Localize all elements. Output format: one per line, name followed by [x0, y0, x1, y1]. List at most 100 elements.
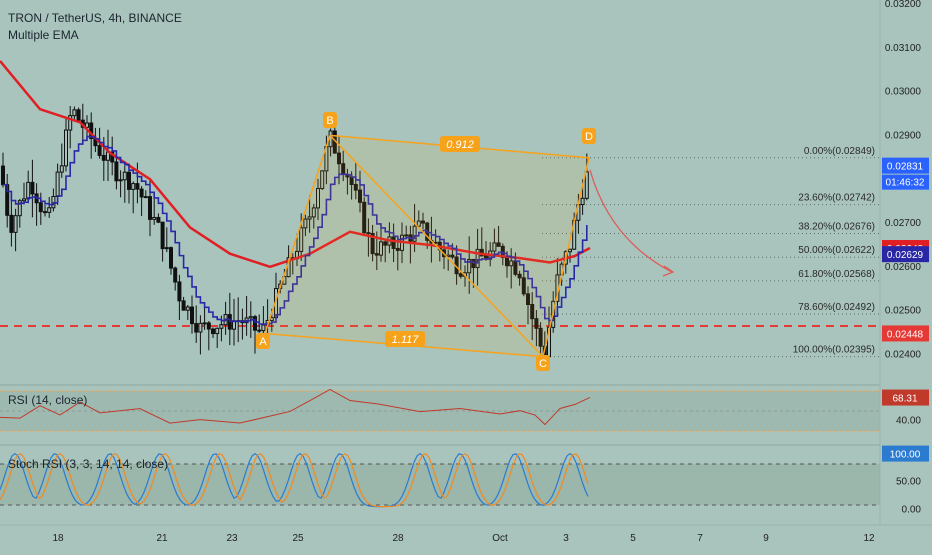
rsi-axis-label: 40.00 [896, 416, 921, 427]
candle-body [215, 327, 220, 335]
price-label-text: 0.02448 [887, 329, 924, 340]
price-label: 0.02831 01:46:32 [882, 157, 929, 190]
fib-level-label: 61.80%(0.02568) [798, 269, 875, 280]
time-tick-label: 21 [156, 533, 168, 544]
candle-body [211, 328, 215, 335]
stoch-value: 100.00 [890, 450, 921, 461]
candle-body [164, 247, 169, 250]
pattern-fill [265, 135, 589, 357]
candle-body [257, 329, 262, 332]
time-tick-label: 28 [392, 533, 404, 544]
pattern-point-badge[interactable] [536, 355, 550, 371]
price-tick-label: 0.02400 [885, 349, 922, 360]
candle-body [584, 171, 589, 199]
ema-fast-line [3, 135, 588, 326]
stoch-axis-label: 0.00 [902, 504, 922, 515]
candle-body [110, 151, 115, 163]
pattern-leg [264, 135, 331, 334]
time-tick-label: 23 [226, 533, 238, 544]
candle-body [496, 242, 501, 247]
candle-body [169, 247, 173, 269]
stoch-value-box [882, 445, 929, 462]
fib-level-label: 100.00%(0.02395) [793, 345, 875, 356]
candle-body [316, 188, 320, 209]
time-tick-label: Oct [492, 533, 508, 544]
candle-body [9, 214, 14, 233]
candle-body [38, 202, 43, 213]
candle-body [530, 304, 535, 320]
candle-body [379, 241, 383, 256]
candle-body [370, 232, 375, 255]
candle-body [475, 248, 480, 269]
candle-body [118, 179, 123, 182]
candle-body [198, 322, 203, 333]
candle-body [185, 306, 190, 311]
fib-level-label: 38.20%(0.02676) [798, 222, 875, 233]
price-tick-label: 0.02900 [885, 130, 922, 141]
pattern-point-b: B [326, 115, 333, 127]
candle-body [580, 197, 585, 206]
pattern-point-badge[interactable] [323, 112, 337, 128]
harmonic-pattern[interactable]: A B C D 0.912 1.117 [256, 112, 596, 371]
pattern-point-c: C [539, 358, 547, 370]
price-tick-label: 0.02600 [885, 262, 922, 273]
price-label: 0.02629 [882, 246, 929, 263]
candle-body [307, 216, 312, 220]
candle-body [253, 316, 257, 331]
price-label-text: 0.02629 [887, 250, 924, 261]
candle-body [43, 211, 47, 214]
rsi-value: 68.31 [892, 394, 917, 405]
price-label: 0.02448 [882, 325, 929, 342]
candle-body [303, 218, 308, 229]
candle-body [450, 254, 455, 258]
pattern-point-d: D [585, 131, 593, 143]
price-tick-label: 0.03200 [885, 0, 922, 10]
candle-body [143, 196, 148, 199]
candle-body [17, 200, 22, 217]
candle-body [311, 207, 316, 218]
candle-body [383, 241, 388, 246]
candle-body [1, 165, 5, 186]
candle-body [173, 267, 178, 283]
pattern-point-badge[interactable] [582, 128, 596, 144]
candle-body [521, 277, 526, 295]
candle-body [206, 322, 211, 330]
pattern-point-badge[interactable] [256, 333, 270, 349]
candle-body [139, 188, 144, 198]
candle-body [366, 232, 371, 235]
candle-body [131, 183, 136, 190]
candle-body [55, 171, 60, 197]
candle-body [526, 293, 530, 306]
candle-body [30, 181, 35, 195]
candle-body [219, 324, 224, 329]
candle-body [59, 165, 64, 173]
candle-body [194, 323, 199, 333]
price-label-box [882, 325, 929, 342]
candle-body [26, 181, 31, 200]
candle-body [337, 152, 341, 165]
price-label-box [882, 157, 929, 174]
time-tick-label: 12 [863, 533, 875, 544]
candle-body [177, 281, 182, 302]
pattern-ratio-label: 0.912 [446, 139, 474, 151]
pattern-leg [542, 157, 590, 357]
candle-body [114, 161, 119, 182]
candle-body [85, 122, 89, 128]
projection-arrowhead [662, 265, 675, 277]
candle-body [509, 260, 514, 267]
ema-lines [0, 60, 591, 326]
candle-body [22, 198, 26, 202]
rsi-pane: 40.00 68.31 [0, 388, 929, 427]
candle-body [152, 216, 157, 220]
rsi-line [0, 388, 591, 426]
price-tick-label: 0.03100 [885, 43, 922, 54]
pattern-ratio-badge [385, 331, 425, 347]
candle-body [97, 145, 102, 156]
candle-body [135, 183, 140, 190]
time-tick-label: 7 [697, 533, 703, 544]
candle-body [353, 183, 358, 191]
price-tick-label: 0.02500 [885, 306, 922, 317]
fib-level-label: 23.60%(0.02742) [798, 193, 875, 204]
